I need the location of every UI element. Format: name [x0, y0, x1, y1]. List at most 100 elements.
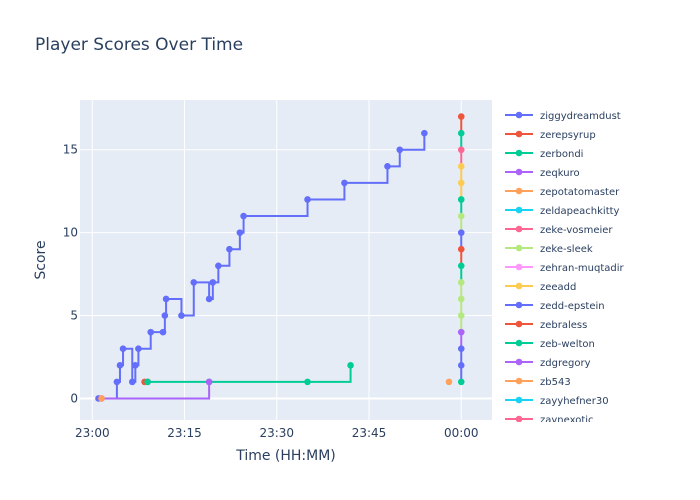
legend-label: zepotatomaster: [540, 187, 620, 198]
midnight-point: [457, 245, 465, 253]
legend-swatch-marker: [515, 187, 523, 195]
series-zepotatomaster: [98, 395, 105, 402]
data-point: [162, 295, 170, 303]
legend-label: zeeadd: [540, 282, 576, 293]
y-tick-label: 5: [70, 309, 78, 323]
legend-label: zerepsyrup: [540, 130, 596, 141]
legend-item[interactable]: zeqkuro: [505, 168, 580, 179]
legend-item[interactable]: zehran-muqtadir: [505, 263, 625, 274]
x-tick-label: 23:45: [352, 426, 387, 440]
legend-label: zeke-sleek: [540, 244, 593, 255]
legend-item[interactable]: zeke-sleek: [505, 244, 593, 255]
legend-swatch-marker: [515, 301, 523, 309]
legend-swatch-marker: [515, 396, 523, 404]
midnight-point: [457, 378, 465, 386]
data-point: [304, 196, 311, 203]
data-point: [135, 345, 142, 353]
legend[interactable]: ziggydreamdust zerepsyrup zerbondi zeqkuro z…: [505, 111, 625, 426]
data-point: [178, 312, 185, 319]
midnight-point: [457, 196, 465, 203]
midnight-point: [457, 262, 465, 270]
legend-swatch-marker: [515, 130, 523, 138]
y-tick-label: 10: [63, 226, 78, 240]
data-point: [341, 179, 348, 187]
legend-item[interactable]: zebraless: [505, 320, 587, 331]
legend-label: zehran-muqtadir: [540, 263, 625, 274]
data-point: [147, 328, 155, 336]
legend-label: zeldapeachkitty: [540, 206, 620, 217]
legend-label: zdgregory: [540, 358, 591, 369]
legend-items: ziggydreamdust zerepsyrup zerbondi zeqkuro z…: [505, 111, 625, 426]
legend-swatch-marker: [515, 206, 523, 214]
midnight-point: [457, 146, 465, 154]
legend-label: zebraless: [540, 320, 587, 331]
legend-item[interactable]: zerepsyrup: [505, 130, 596, 141]
data-point: [215, 262, 222, 270]
data-point: [347, 361, 354, 369]
legend-swatch-marker: [515, 358, 523, 366]
chart-title: Player Scores Over Time: [35, 35, 243, 55]
midnight-point: [457, 163, 465, 170]
series-ziggydreamdust: [95, 129, 428, 402]
midnight-point: [457, 295, 465, 303]
legend-swatch-marker: [515, 225, 523, 233]
legend-item[interactable]: zeeadd: [505, 282, 576, 293]
legend-item[interactable]: zb543: [505, 377, 571, 388]
midnight-point: [457, 179, 465, 187]
legend-item[interactable]: zaynexotic: [505, 415, 594, 426]
legend-label: zeqkuro: [540, 168, 580, 179]
series-line: [101, 381, 211, 400]
data-point: [144, 378, 151, 386]
midnight-point: [457, 279, 465, 286]
midnight-point: [457, 345, 465, 353]
midnight-point: [457, 229, 465, 236]
legend-swatch-marker: [515, 111, 523, 119]
y-tick-label: 15: [63, 143, 78, 157]
legend-label: zeb-welton: [540, 339, 595, 350]
legend-label: zedd-epstein: [540, 301, 605, 312]
legend-label: ziggydreamdust: [540, 111, 621, 122]
midnight-point: [457, 312, 465, 319]
plot-area: [80, 100, 492, 420]
legend-item[interactable]: zdgregory: [505, 358, 591, 369]
data-point: [132, 361, 139, 369]
midnight-point: [457, 212, 465, 220]
data-point: [304, 378, 311, 386]
stray-point: [445, 378, 453, 386]
legend-label: zb543: [540, 377, 571, 388]
data-point: [209, 279, 217, 286]
y-tick-label: 0: [70, 391, 78, 405]
legend-label: zerbondi: [540, 149, 583, 160]
x-tick-label: 23:00: [75, 426, 110, 440]
legend-label: zaynexotic: [540, 415, 594, 426]
legend-label: zeke-vosmeier: [540, 225, 613, 236]
legend-item[interactable]: zerbondi: [505, 149, 583, 160]
legend-item[interactable]: zeke-vosmeier: [505, 225, 613, 236]
x-axis-title: Time (HH:MM): [235, 448, 336, 464]
legend-swatch-marker: [515, 415, 523, 422]
x-axis: 23:00 23:15 23:30 23:45 00:00: [75, 426, 479, 440]
legend-swatch-marker: [515, 377, 523, 385]
legend-swatch-marker: [515, 320, 523, 328]
y-axis-title: Score: [33, 240, 49, 279]
midnight-point: [457, 361, 465, 369]
midnight-point: [457, 129, 465, 137]
legend-item[interactable]: zeldapeachkitty: [505, 206, 620, 217]
data-point: [113, 378, 121, 386]
legend-item[interactable]: zeb-welton: [505, 339, 595, 350]
data-point: [159, 328, 167, 336]
legend-swatch-marker: [515, 149, 523, 157]
legend-item[interactable]: zepotatomaster: [505, 187, 620, 198]
series-group: [95, 113, 465, 402]
legend-item[interactable]: zedd-epstein: [505, 301, 605, 312]
legend-swatch-marker: [515, 263, 523, 271]
data-point: [236, 229, 244, 236]
legend-swatch-marker: [515, 244, 523, 252]
legend-label: zayyhefner30: [540, 396, 609, 407]
legend-item[interactable]: zayyhefner30: [505, 396, 609, 407]
data-point: [190, 279, 198, 286]
data-point: [161, 312, 169, 319]
legend-item[interactable]: ziggydreamdust: [505, 111, 621, 122]
legend-swatch-marker: [515, 168, 523, 176]
